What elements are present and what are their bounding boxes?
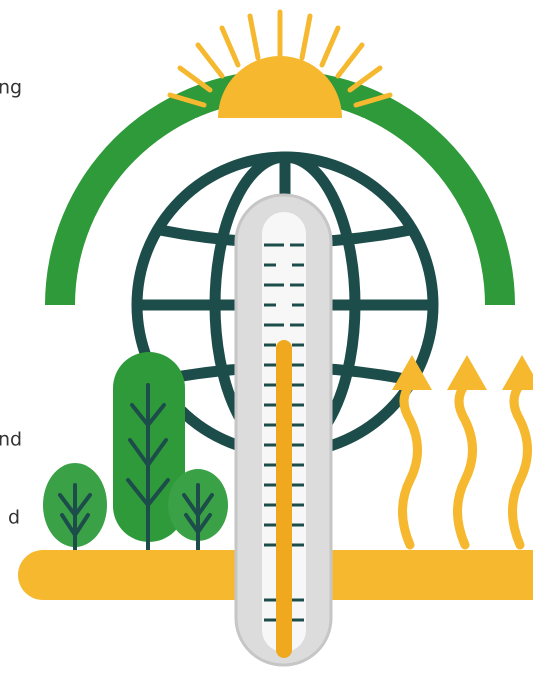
heat-arrows (398, 380, 532, 550)
sun-disc (218, 56, 342, 118)
sun (167, 9, 393, 108)
arrow-heads (392, 355, 533, 390)
trees (43, 352, 228, 577)
sun-base (195, 118, 365, 123)
text-fragment: nd (0, 429, 22, 451)
text-fragment: d (8, 507, 20, 529)
thermometer (234, 193, 333, 667)
green-arc (45, 70, 515, 306)
text-fragment: ng (0, 77, 22, 99)
